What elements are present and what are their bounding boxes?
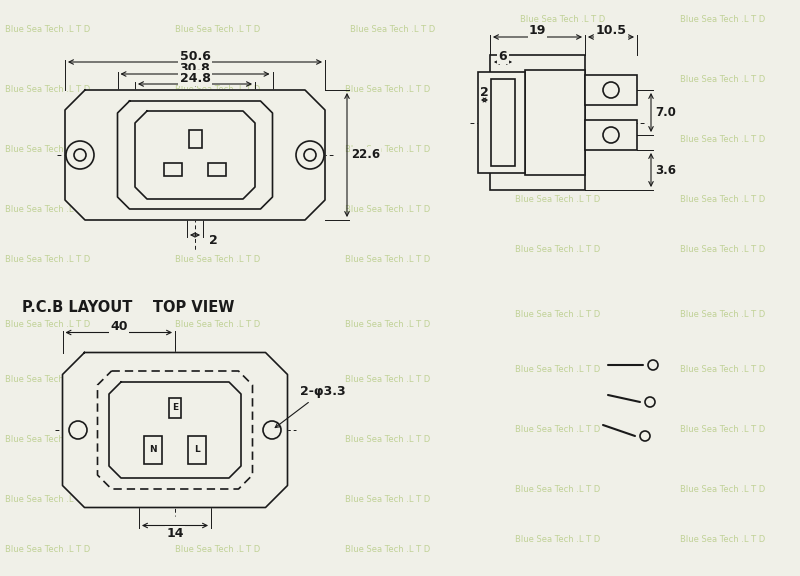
Text: Blue Sea Tech .L T D: Blue Sea Tech .L T D: [5, 495, 90, 504]
Text: 3.6: 3.6: [655, 164, 676, 176]
Text: Blue Sea Tech .L T D: Blue Sea Tech .L T D: [515, 75, 600, 84]
Bar: [585, 120, 637, 150]
Text: Blue Sea Tech .L T D: Blue Sea Tech .L T D: [175, 145, 260, 154]
Text: 19: 19: [529, 25, 546, 37]
Text: Blue Sea Tech .L T D: Blue Sea Tech .L T D: [515, 310, 600, 319]
Text: Blue Sea Tech .L T D: Blue Sea Tech .L T D: [5, 85, 90, 94]
Text: 14: 14: [166, 527, 184, 540]
Text: Blue Sea Tech .L T D: Blue Sea Tech .L T D: [680, 195, 766, 204]
Text: Blue Sea Tech .L T D: Blue Sea Tech .L T D: [5, 545, 90, 554]
Text: 2-φ3.3: 2-φ3.3: [275, 385, 346, 427]
Text: Blue Sea Tech .L T D: Blue Sea Tech .L T D: [5, 320, 90, 329]
Text: 7.0: 7.0: [655, 106, 676, 119]
Text: Blue Sea Tech .L T D: Blue Sea Tech .L T D: [175, 545, 260, 554]
Text: Blue Sea Tech .L T D: Blue Sea Tech .L T D: [5, 255, 90, 264]
Text: 24.8: 24.8: [179, 71, 210, 85]
Text: Blue Sea Tech .L T D: Blue Sea Tech .L T D: [5, 435, 90, 444]
Text: Blue Sea Tech .L T D: Blue Sea Tech .L T D: [345, 85, 430, 94]
Text: N: N: [149, 445, 157, 454]
Text: P.C.B LAYOUT    TOP VIEW: P.C.B LAYOUT TOP VIEW: [22, 301, 234, 316]
Bar: [208, 162, 226, 176]
Text: Blue Sea Tech .L T D: Blue Sea Tech .L T D: [515, 485, 600, 494]
Text: Blue Sea Tech .L T D: Blue Sea Tech .L T D: [345, 320, 430, 329]
Text: Blue Sea Tech .L T D: Blue Sea Tech .L T D: [5, 205, 90, 214]
Text: Blue Sea Tech .L T D: Blue Sea Tech .L T D: [680, 310, 766, 319]
Text: Blue Sea Tech .L T D: Blue Sea Tech .L T D: [680, 245, 766, 254]
Text: 2: 2: [209, 233, 218, 247]
Text: Blue Sea Tech .L T D: Blue Sea Tech .L T D: [175, 495, 260, 504]
Bar: [491, 79, 515, 166]
Text: Blue Sea Tech .L T D: Blue Sea Tech .L T D: [680, 485, 766, 494]
Text: Blue Sea Tech .L T D: Blue Sea Tech .L T D: [175, 255, 260, 264]
Text: 10.5: 10.5: [595, 25, 626, 37]
Bar: [164, 162, 182, 176]
Bar: [169, 398, 181, 418]
Text: 2: 2: [480, 85, 489, 98]
Text: Blue Sea Tech .L T D: Blue Sea Tech .L T D: [345, 545, 430, 554]
Text: 50.6: 50.6: [179, 50, 210, 63]
Text: Blue Sea Tech .L T D: Blue Sea Tech .L T D: [680, 365, 766, 374]
Text: Blue Sea Tech .L T D: Blue Sea Tech .L T D: [175, 375, 260, 384]
Text: E: E: [172, 404, 178, 412]
Text: Blue Sea Tech .L T D: Blue Sea Tech .L T D: [5, 375, 90, 384]
Text: Blue Sea Tech .L T D: Blue Sea Tech .L T D: [350, 25, 435, 34]
Bar: [478, 72, 525, 173]
Text: Blue Sea Tech .L T D: Blue Sea Tech .L T D: [5, 145, 90, 154]
Text: Blue Sea Tech .L T D: Blue Sea Tech .L T D: [680, 135, 766, 144]
Text: Blue Sea Tech .L T D: Blue Sea Tech .L T D: [515, 245, 600, 254]
Text: Blue Sea Tech .L T D: Blue Sea Tech .L T D: [175, 25, 260, 34]
Text: Blue Sea Tech .L T D: Blue Sea Tech .L T D: [520, 15, 606, 24]
Text: Blue Sea Tech .L T D: Blue Sea Tech .L T D: [5, 25, 90, 34]
Text: Blue Sea Tech .L T D: Blue Sea Tech .L T D: [680, 75, 766, 84]
Text: L: L: [194, 445, 200, 454]
Text: Blue Sea Tech .L T D: Blue Sea Tech .L T D: [175, 205, 260, 214]
Text: Blue Sea Tech .L T D: Blue Sea Tech .L T D: [515, 365, 600, 374]
Text: Blue Sea Tech .L T D: Blue Sea Tech .L T D: [175, 435, 260, 444]
Text: 40: 40: [110, 320, 127, 333]
Text: 6: 6: [498, 50, 507, 63]
Text: Blue Sea Tech .L T D: Blue Sea Tech .L T D: [680, 425, 766, 434]
Text: Blue Sea Tech .L T D: Blue Sea Tech .L T D: [680, 15, 766, 24]
Text: 30.8: 30.8: [180, 62, 210, 74]
Text: Blue Sea Tech .L T D: Blue Sea Tech .L T D: [345, 255, 430, 264]
Bar: [189, 130, 202, 148]
Text: Blue Sea Tech .L T D: Blue Sea Tech .L T D: [175, 320, 260, 329]
Polygon shape: [65, 90, 325, 220]
Text: 22.6: 22.6: [351, 149, 380, 161]
Text: Blue Sea Tech .L T D: Blue Sea Tech .L T D: [345, 435, 430, 444]
Text: Blue Sea Tech .L T D: Blue Sea Tech .L T D: [515, 425, 600, 434]
Bar: [585, 75, 637, 105]
Text: Blue Sea Tech .L T D: Blue Sea Tech .L T D: [345, 375, 430, 384]
Bar: [188, 436, 206, 464]
Text: Blue Sea Tech .L T D: Blue Sea Tech .L T D: [175, 85, 260, 94]
Bar: [490, 55, 585, 190]
Text: Blue Sea Tech .L T D: Blue Sea Tech .L T D: [515, 195, 600, 204]
Bar: [525, 70, 585, 175]
Text: Blue Sea Tech .L T D: Blue Sea Tech .L T D: [515, 535, 600, 544]
Bar: [144, 436, 162, 464]
Polygon shape: [62, 353, 287, 507]
Text: Blue Sea Tech .L T D: Blue Sea Tech .L T D: [680, 535, 766, 544]
Text: Blue Sea Tech .L T D: Blue Sea Tech .L T D: [345, 205, 430, 214]
Text: Blue Sea Tech .L T D: Blue Sea Tech .L T D: [515, 135, 600, 144]
Text: Blue Sea Tech .L T D: Blue Sea Tech .L T D: [345, 495, 430, 504]
Text: Blue Sea Tech .L T D: Blue Sea Tech .L T D: [345, 145, 430, 154]
